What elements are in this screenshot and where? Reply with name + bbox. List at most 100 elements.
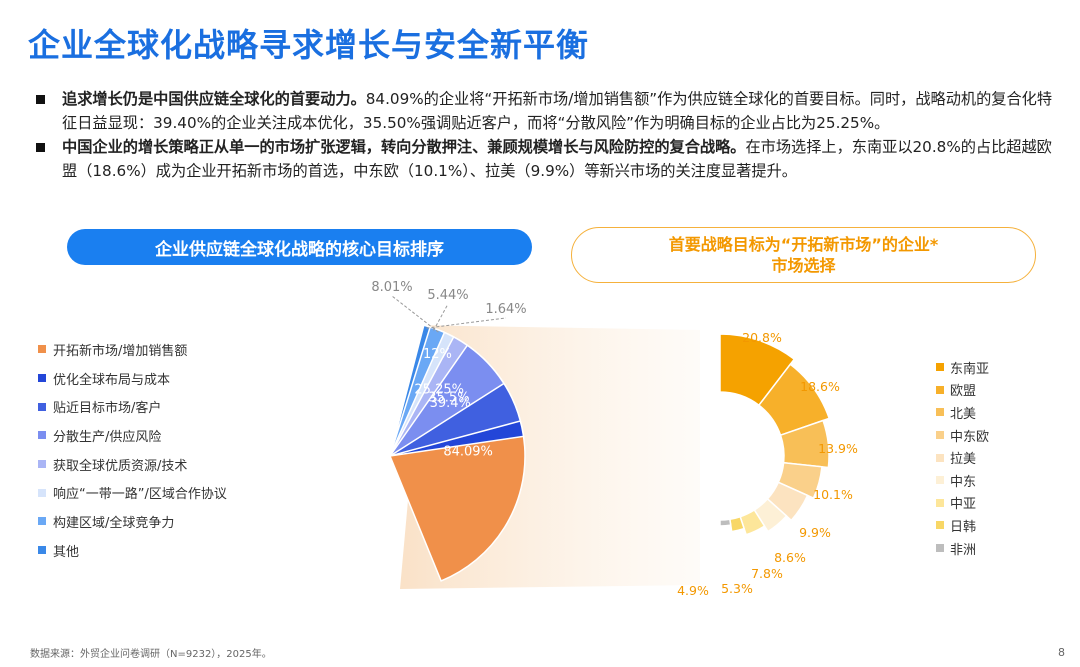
right-pie-label-8: 4.9%: [677, 583, 709, 598]
right-pie-slice-1: [757, 363, 831, 437]
bullet-1-bold: 追求增长仍是中国供应链全球化的首要动力。: [62, 90, 366, 108]
left-pie-label-0: 84.09%: [443, 445, 493, 460]
left-chart-title: 企业供应链全球化战略的核心目标排序: [67, 229, 532, 265]
left-pie-chart: [388, 324, 526, 582]
data-source-note: 数据来源：外贸企业问卷调研（N=9232），2025年。: [30, 649, 272, 660]
right-pie-label-7: 5.3%: [721, 581, 753, 596]
left-legend-label: 获取全球优质资源/技术: [53, 458, 188, 474]
left-legend-item: 优化全球布局与成本: [38, 364, 227, 393]
right-legend-label: 北美: [950, 406, 977, 422]
left-pie-leader-6: [433, 303, 449, 331]
right-legend-item: 东南亚: [936, 356, 989, 379]
legend-swatch-icon: [38, 374, 46, 383]
right-pie-label-6: 7.8%: [751, 566, 783, 581]
right-pie-label-3: 10.1%: [813, 487, 853, 502]
left-legend-item: 响应“一带一路”/区域合作协议: [38, 478, 227, 507]
right-legend-item: 中亚: [936, 492, 989, 515]
legend-swatch-icon: [38, 431, 46, 440]
right-legend-item: 中东欧: [936, 424, 989, 447]
right-chart-title: 首要战略目标为“开拓新市场”的企业* 市场选择: [571, 227, 1036, 283]
bullet-square-icon: [36, 95, 45, 104]
legend-swatch-icon: [936, 498, 944, 507]
right-pie-label-1: 18.6%: [800, 379, 840, 394]
right-pie-slice-3: [777, 461, 823, 500]
left-legend-item: 构建区域/全球竞争力: [38, 507, 227, 536]
right-legend-label: 非洲: [950, 542, 977, 558]
bullet-2: 中国企业的增长策略正从单一的市场扩张逻辑，转向分散押注、兼顾规模增长与风险防控的…: [30, 136, 1060, 183]
right-pie-slice-4: [766, 481, 809, 522]
right-legend-label: 中东: [950, 474, 977, 490]
right-bar-of-pie-chart: [719, 333, 831, 536]
right-pie-slice-5: [753, 497, 788, 533]
right-pie-labels: 20.8% 18.6% 13.9% 10.1% 9.9% 8.6%7.8%5.3% 4.9%: [677, 330, 858, 598]
left-pie-label-7: 1.64%: [485, 302, 526, 317]
left-pie-labels: 84.09% 39.4%35.5%25.25% 12% 8.01% 5.44% 1.64%: [371, 280, 526, 460]
right-legend-label: 中东欧: [950, 429, 990, 445]
left-chart-legend: 开拓新市场/增加销售额 优化全球布局与成本 贴近目标市场/客户 分散生产/供应风险获取…: [38, 335, 227, 565]
right-legend-item: 日韩: [936, 514, 989, 537]
right-legend-label: 欧盟: [950, 384, 977, 400]
right-chart-title-line1: 首要战略目标为“开拓新市场”的企业*: [668, 235, 939, 254]
right-legend-item: 欧盟: [936, 379, 989, 402]
summary-bullets: 追求增长仍是中国供应链全球化的首要动力。84.09%的企业将“开拓新市场/增加销…: [30, 88, 1060, 184]
left-pie-label-1: 39.4%: [430, 396, 471, 411]
legend-swatch-icon: [936, 431, 944, 440]
left-legend-item: 贴近目标市场/客户: [38, 392, 227, 421]
left-legend-label: 构建区域/全球竞争力: [53, 515, 175, 531]
legend-swatch-icon: [936, 521, 944, 530]
left-pie-label-5: 8.01%: [371, 280, 412, 295]
right-legend-label: 日韩: [950, 519, 977, 535]
right-legend-item: 中东: [936, 469, 989, 492]
left-pie-label-4: 12%: [423, 347, 452, 362]
right-pie-slice-2: [779, 419, 830, 469]
left-legend-label: 贴近目标市场/客户: [53, 401, 162, 417]
right-pie-label-4: 9.9%: [799, 525, 831, 540]
left-pie-label-6: 5.44%: [427, 288, 468, 303]
right-legend-label: 拉美: [950, 452, 977, 468]
bullet-square-icon: [36, 143, 45, 152]
left-pie-slice-7: [389, 324, 432, 457]
left-legend-label: 开拓新市场/增加销售额: [53, 343, 188, 359]
right-chart-title-line2: 市场选择: [771, 256, 836, 275]
right-pie-slice-0: [719, 333, 796, 407]
bullet-2-text: 在市场选择上，东南亚以20.8%的占比超越欧盟（18.6%）成为企业开拓新市场的…: [62, 138, 1052, 180]
right-legend-item: 非洲: [936, 537, 989, 560]
left-pie-label-2: 35.5%: [428, 391, 469, 406]
right-chart-legend: 东南亚欧盟北美中东欧拉美中东中亚日韩非洲: [936, 356, 989, 559]
right-legend-label: 中亚: [950, 497, 977, 513]
right-legend-item: 北美: [936, 401, 989, 424]
legend-swatch-icon: [936, 544, 944, 553]
right-pie-label-2: 13.9%: [818, 441, 858, 456]
legend-swatch-icon: [936, 476, 944, 485]
left-legend-label: 响应“一带一路”/区域合作协议: [53, 487, 227, 503]
page-number: 8: [1058, 646, 1065, 659]
right-legend-item: 拉美: [936, 446, 989, 469]
bullet-1-text: 84.09%的企业将“开拓新市场/增加销售额”作为供应链全球化的首要目标。同时，…: [62, 90, 1053, 132]
bullet-2-bold: 中国企业的增长策略正从单一的市场扩张逻辑，转向分散押注、兼顾规模增长与风险防控的…: [62, 138, 746, 156]
bullet-1: 追求增长仍是中国供应链全球化的首要动力。84.09%的企业将“开拓新市场/增加销…: [30, 88, 1060, 135]
right-pie-slice-7: [728, 515, 746, 533]
left-pie-label-3: 25.25%: [414, 382, 464, 397]
right-pie-label-5: 8.6%: [774, 550, 806, 565]
right-legend-label: 东南亚: [950, 361, 990, 377]
left-legend-item: 开拓新市场/增加销售额: [38, 335, 227, 364]
legend-swatch-icon: [38, 402, 46, 411]
left-legend-label: 优化全球布局与成本: [53, 372, 171, 388]
right-pie-slice-6: [739, 508, 766, 536]
left-legend-label: 分散生产/供应风险: [53, 429, 162, 445]
legend-swatch-icon: [38, 345, 46, 354]
legend-swatch-icon: [38, 546, 46, 555]
left-pie-leader-7: [426, 317, 507, 329]
legend-swatch-icon: [936, 385, 944, 394]
right-pie-slice-8: [719, 518, 732, 527]
left-legend-item: 其他: [38, 536, 227, 565]
left-legend-label: 其他: [53, 544, 80, 560]
legend-swatch-icon: [936, 363, 944, 372]
legend-swatch-icon: [38, 488, 46, 497]
legend-swatch-icon: [936, 408, 944, 417]
left-legend-item: 分散生产/供应风险: [38, 421, 227, 450]
legend-swatch-icon: [936, 453, 944, 462]
legend-swatch-icon: [38, 460, 46, 469]
page-title: 企业全球化战略寻求增长与安全新平衡: [28, 26, 590, 64]
